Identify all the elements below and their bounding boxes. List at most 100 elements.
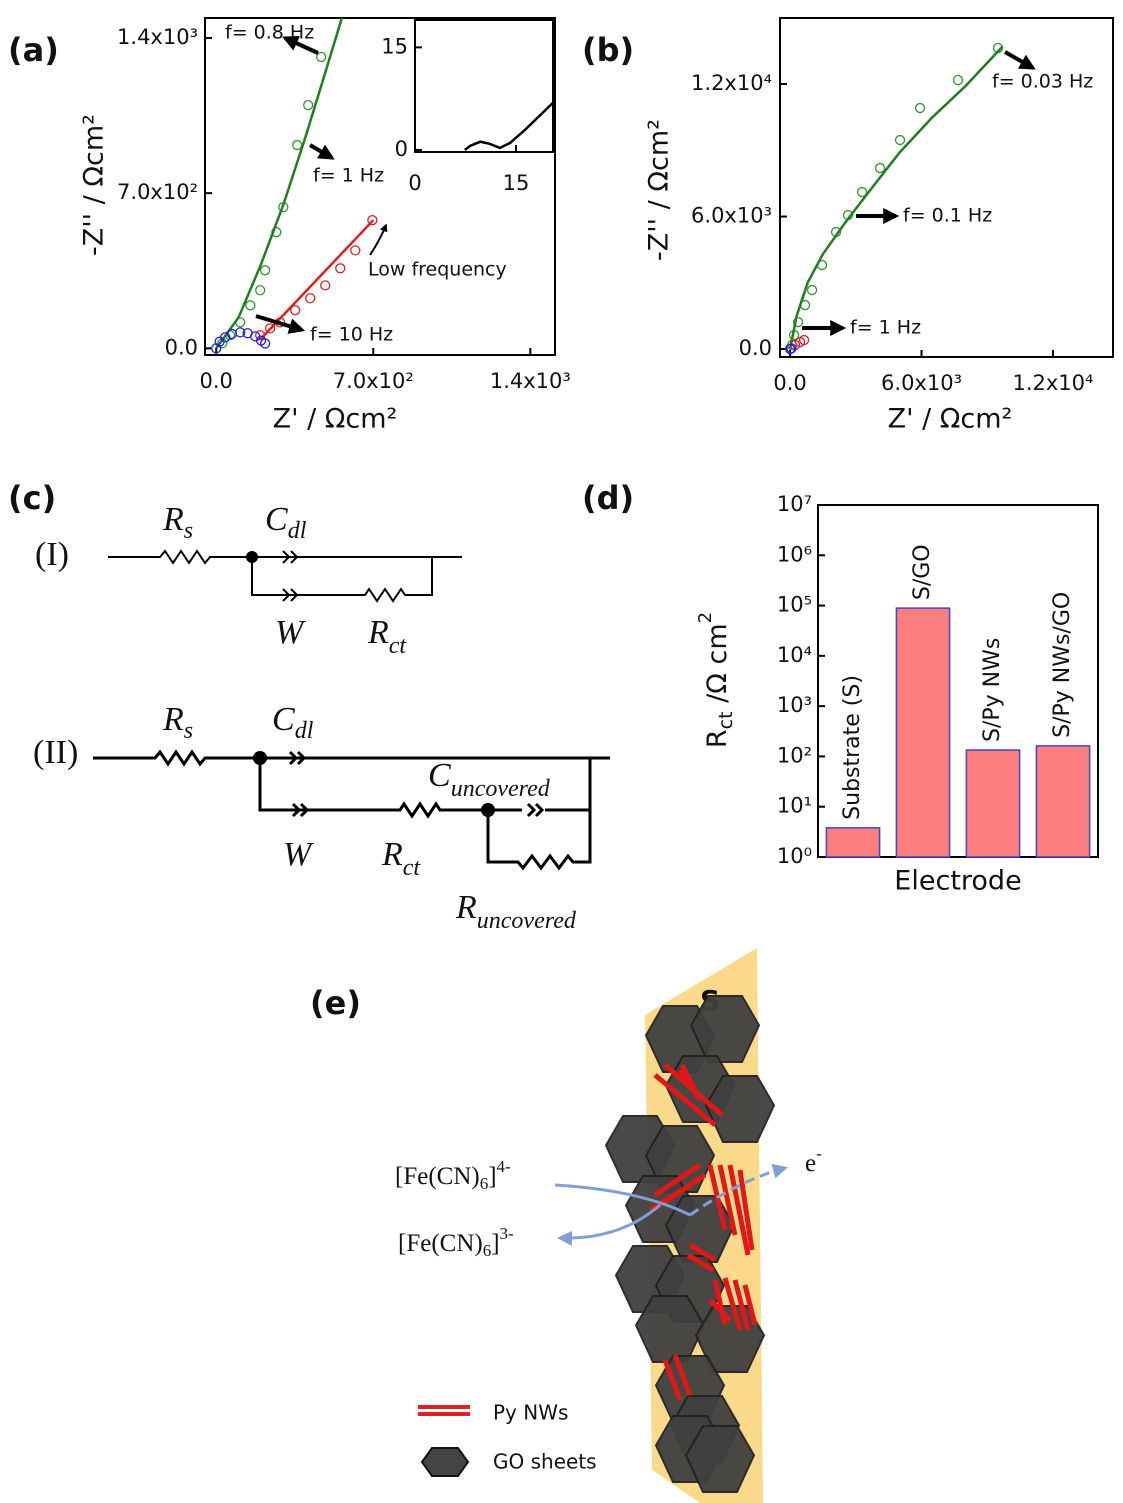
y-tick-label: 7.0x10² — [117, 180, 198, 204]
tspan: ct — [403, 855, 422, 881]
data-point — [914, 102, 926, 114]
py-nanowire — [717, 1164, 738, 1236]
tspan: ] — [488, 1163, 496, 1190]
annotation: f= 1 Hz — [850, 317, 921, 339]
y-axis-title: -Z'' / Ωcm² — [644, 119, 675, 261]
y-tick-label: 10⁰ — [777, 844, 812, 868]
py-nanowire — [688, 1242, 717, 1263]
py-nanowire — [708, 1298, 732, 1322]
annotation-arrows — [255, 36, 1036, 336]
annotation: f= 0.8 Hz — [225, 22, 314, 44]
data-point — [350, 245, 361, 256]
y-axis-title-part: 2 — [695, 612, 716, 623]
path — [108, 549, 462, 603]
data-point — [290, 305, 301, 316]
tspan: 3- — [500, 1224, 515, 1243]
py-nanowire — [686, 1252, 715, 1273]
ion-label: [Fe(CN)6]3- — [398, 1224, 514, 1260]
legend-label: GO sheets — [493, 1450, 597, 1474]
y-tick-label: 6.0x10³ — [691, 204, 772, 228]
data-point — [786, 343, 797, 354]
y-tick-label: 1.2x10⁴ — [691, 71, 772, 95]
data-point — [335, 263, 346, 274]
data-point — [894, 134, 906, 146]
y-tick-label: 15 — [381, 34, 408, 58]
data-point — [264, 323, 276, 334]
bar — [1035, 745, 1091, 858]
annotation: Low frequency — [368, 259, 507, 281]
path — [369, 223, 388, 256]
path — [93, 749, 610, 871]
bar-category-label: S/Py NWs/GO — [1050, 592, 1075, 738]
tspan: ct — [389, 633, 408, 659]
plot-frame — [817, 504, 1099, 858]
annotation: f= 1 Hz — [313, 165, 384, 187]
x-tick-label: 1.2x10⁴ — [1012, 371, 1093, 395]
py-nanowire — [653, 1162, 702, 1198]
data-point — [952, 74, 964, 86]
tspan: 6 — [483, 1241, 492, 1260]
tspan: R — [162, 701, 184, 738]
py-nanowire — [712, 1279, 728, 1326]
x-tick-label: 15 — [503, 171, 530, 195]
bar — [825, 827, 881, 858]
panel-label: (b) — [582, 31, 634, 69]
data-point — [792, 316, 804, 328]
line — [282, 36, 319, 55]
x-tick-label: 7.0x10² — [333, 369, 414, 393]
py-nanowire — [662, 1359, 683, 1401]
panel-label: (d) — [582, 479, 634, 517]
tspan: dl — [295, 718, 314, 744]
fit-line — [788, 45, 1004, 350]
charts: 0.0 7.0x10² 1.4x10³ 0.0 7.0x10² 1.4x10³ Z' / Ω… — [79, 17, 1114, 897]
component-label: Rs — [162, 701, 193, 744]
tspan: s — [184, 718, 193, 744]
circuit-1: (I) Rs Cdl W Rct — [35, 501, 462, 659]
y-tick-label: 10³ — [777, 693, 812, 717]
y-axis-title-part: ct — [715, 711, 737, 729]
py-nanowire — [722, 1277, 743, 1331]
data-point — [235, 327, 246, 338]
circuit-label: (I) — [35, 536, 69, 573]
py-nanowire — [648, 1182, 692, 1213]
data-point — [255, 285, 266, 296]
component-label: Runcovered — [455, 889, 577, 934]
plot-frame — [414, 19, 554, 153]
y-tick-label: 10⁶ — [777, 542, 812, 566]
schematic-labels: [Fe(CN)6]4- [Fe(CN)6]3- e- Py NWs GO she… — [395, 1144, 822, 1477]
path — [689, 1163, 788, 1217]
x-tick-label: 0.0 — [200, 369, 233, 393]
bar-category-label: Substrate (S) — [840, 675, 865, 820]
y-tick-label: 10² — [777, 743, 812, 767]
data-point — [798, 334, 810, 346]
py-nanowire — [737, 1169, 755, 1251]
fit-line — [464, 101, 554, 151]
fit-line — [259, 219, 375, 341]
panel-label: (c) — [8, 479, 56, 517]
path — [282, 550, 299, 602]
tspan: R — [162, 501, 184, 538]
tspan: 4- — [497, 1157, 512, 1176]
data-point — [874, 162, 886, 174]
data-point — [220, 332, 231, 343]
tspan: R — [455, 889, 477, 926]
component-label: Rct — [381, 836, 421, 881]
y-tick-label: 10⁴ — [777, 643, 812, 667]
panel-label: (a) — [8, 31, 59, 69]
tspan: - — [816, 1144, 822, 1163]
y-axis-title-part: R — [702, 729, 733, 748]
data-point — [367, 215, 378, 226]
bar-category-label: S/GO — [910, 544, 935, 600]
path — [554, 1183, 691, 1217]
schematic: S — [604, 948, 776, 1503]
x-tick-label: 0.0 — [773, 371, 806, 395]
data-point — [259, 338, 271, 349]
data-point — [305, 293, 316, 304]
data-point — [211, 343, 222, 354]
bar — [965, 749, 1021, 858]
y-tick-label: 10¹ — [777, 794, 812, 818]
x-axis-title: Electrode — [894, 866, 1021, 897]
tspan: [Fe(CN) — [395, 1163, 480, 1190]
tspan: 6 — [480, 1174, 489, 1193]
data-point — [303, 99, 314, 111]
